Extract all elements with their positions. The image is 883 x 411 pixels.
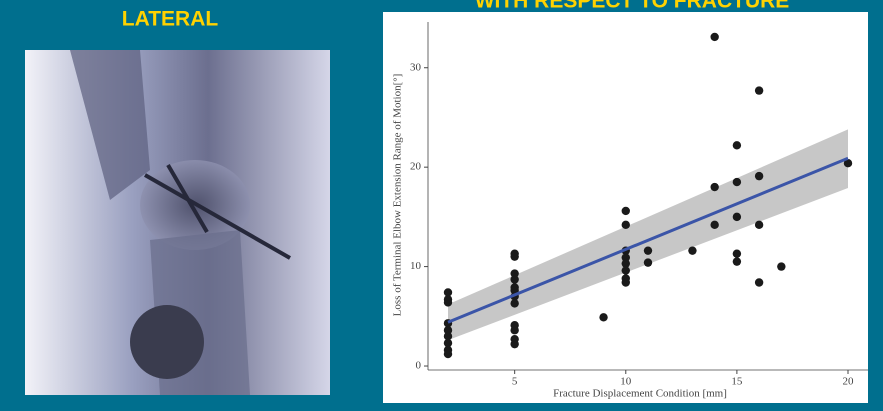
point — [444, 298, 452, 306]
point — [755, 172, 763, 180]
header-left: LATERAL — [122, 8, 219, 31]
point — [622, 207, 630, 215]
y-tick-label: 20 — [410, 161, 422, 173]
point — [622, 266, 630, 274]
xray-image — [25, 50, 330, 395]
point — [733, 213, 741, 221]
point — [710, 221, 718, 229]
point — [644, 246, 652, 254]
slide: LATERAL WITH RESPECT TO FRACTURE 0 10 20 30… — [0, 0, 883, 406]
point — [622, 278, 630, 286]
point — [688, 246, 696, 254]
point — [755, 86, 763, 94]
y-axis-label: Loss of Terminal Elbow Extension Range o… — [392, 74, 404, 317]
point — [444, 350, 452, 358]
y-tick-label: 0 — [416, 360, 422, 372]
y-tick-label: 30 — [410, 61, 422, 73]
point — [510, 275, 518, 283]
point — [733, 249, 741, 257]
x-tick-label: 5 — [512, 376, 518, 388]
point — [733, 178, 741, 186]
point — [733, 257, 741, 265]
header-right: WITH RESPECT TO FRACTURE — [475, 0, 790, 13]
x-tick-label: 15 — [731, 376, 743, 388]
point — [622, 221, 630, 229]
point — [599, 313, 607, 321]
point — [510, 340, 518, 348]
y-tick-label: 10 — [410, 260, 422, 272]
x-tick-label: 20 — [843, 376, 855, 388]
point — [777, 262, 785, 270]
x-tick-label: 10 — [620, 376, 632, 388]
point — [710, 183, 718, 191]
point — [510, 326, 518, 334]
point — [710, 33, 718, 41]
point — [510, 299, 518, 307]
x-axis-label: Fracture Displacement Condition [mm] — [553, 388, 727, 400]
point — [755, 278, 763, 286]
point — [733, 141, 741, 149]
point — [510, 252, 518, 260]
point — [644, 258, 652, 266]
point — [755, 221, 763, 229]
